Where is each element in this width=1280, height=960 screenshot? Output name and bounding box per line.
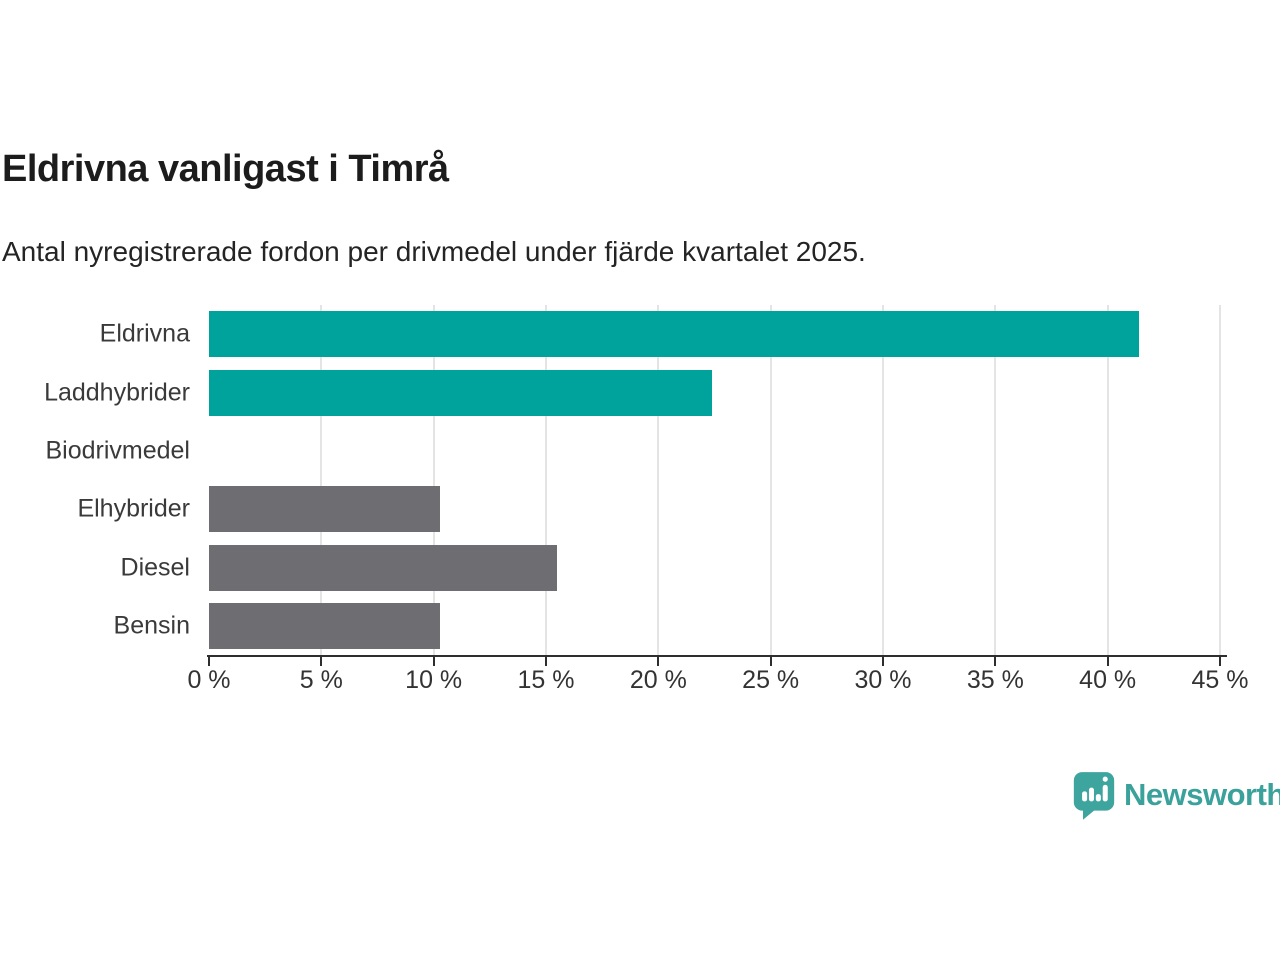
x-tick-label-20: 20 %	[629, 666, 687, 694]
newsworthy-logo: Newsworthy	[1072, 770, 1280, 820]
gridline-15	[545, 305, 547, 655]
plot-area	[209, 305, 1221, 655]
x-tick-25	[769, 657, 772, 666]
gridline-20	[657, 305, 660, 655]
chart-title: Eldrivna vanligast i Timrå	[2, 148, 449, 190]
gridline-35	[994, 305, 997, 655]
category-label-eldrivna: Eldrivna	[99, 319, 190, 348]
x-tick-label-10: 10 %	[405, 666, 463, 694]
x-tick-label-35: 35 %	[966, 666, 1024, 694]
x-tick-35	[994, 657, 997, 666]
x-tick-40	[1106, 657, 1109, 666]
newsworthy-logo-text: Newsworthy	[1124, 777, 1280, 812]
x-tick-20	[657, 657, 660, 666]
x-axis-line	[207, 655, 1227, 657]
x-tick-15	[545, 657, 547, 666]
gridline-40	[1106, 305, 1109, 655]
x-tick-30	[882, 657, 884, 666]
bar-laddhybrider	[209, 369, 713, 416]
bar-bensin	[209, 602, 441, 649]
x-tick-label-15: 15 %	[517, 666, 575, 694]
gridline-25	[769, 305, 772, 655]
gridline-45	[1219, 305, 1221, 655]
category-label-laddhybrider: Laddhybrider	[44, 378, 190, 406]
x-tick-label-5: 5 %	[299, 666, 343, 694]
category-label-elhybrider: Elhybrider	[77, 494, 190, 523]
x-tick-label-30: 30 %	[854, 666, 912, 694]
category-label-biodrivmedel: Biodrivmedel	[45, 436, 190, 465]
gridline-30	[882, 305, 884, 655]
newsworthy-speech-bubble-chart-icon	[1072, 770, 1116, 820]
chart-subtitle: Antal nyregistrerade fordon per drivmede…	[2, 236, 866, 267]
bar-diesel	[209, 544, 558, 591]
gridline-5	[320, 305, 323, 655]
x-tick-5	[320, 657, 323, 666]
category-label-bensin: Bensin	[113, 611, 190, 640]
bar-eldrivna	[209, 311, 1140, 358]
x-tick-10	[432, 657, 435, 666]
x-tick-0	[208, 657, 210, 666]
x-tick-label-0: 0 %	[187, 666, 231, 694]
category-label-diesel: Diesel	[120, 553, 190, 581]
bar-elhybrider	[209, 486, 441, 533]
gridline-10	[432, 305, 435, 655]
x-tick-label-25: 25 %	[742, 666, 800, 694]
x-tick-label-40: 40 %	[1079, 666, 1137, 694]
x-tick-label-45: 45 %	[1191, 666, 1249, 694]
x-tick-45	[1219, 657, 1221, 666]
